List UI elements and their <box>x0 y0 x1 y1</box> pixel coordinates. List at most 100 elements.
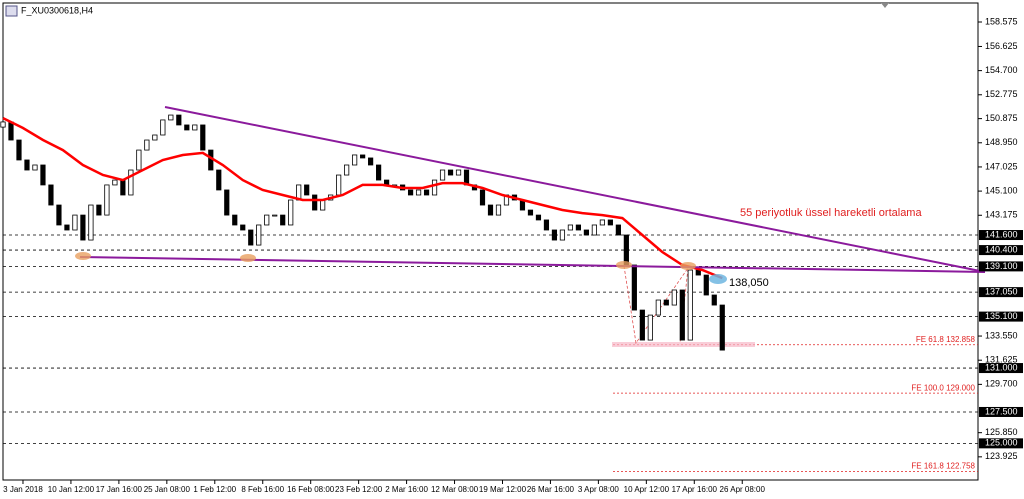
candle <box>304 184 310 196</box>
candle <box>615 224 621 236</box>
candle <box>192 124 198 131</box>
candle <box>16 139 22 161</box>
candle <box>248 229 254 246</box>
candle <box>112 179 118 186</box>
y-tick-label: 123.925 <box>985 451 1018 461</box>
candle <box>431 179 438 196</box>
candle <box>671 289 677 306</box>
candle <box>527 209 534 216</box>
candle <box>695 269 701 276</box>
level-label-box <box>979 311 1023 322</box>
candle <box>104 184 110 216</box>
candle <box>40 164 46 186</box>
candle <box>232 214 238 226</box>
candle <box>56 204 62 226</box>
candle <box>439 169 446 181</box>
annotation: 55 periyotluk üssel hareketli ortalama <box>740 207 922 219</box>
candle <box>655 299 661 316</box>
candle <box>663 299 669 306</box>
candle <box>551 229 558 241</box>
candle <box>687 269 693 341</box>
x-tick-label: 19 Mar 12:00 <box>479 485 527 494</box>
candle <box>711 294 717 306</box>
plot-frame <box>2 2 979 481</box>
level-label: 139.100 <box>985 261 1018 271</box>
level-label-box <box>979 363 1023 374</box>
candle <box>80 214 86 241</box>
level-label-box <box>979 438 1023 449</box>
candle <box>200 124 206 151</box>
y-tick-label: 158.575 <box>985 16 1018 26</box>
x-tick-label: 25 Jan 08:00 <box>144 485 191 494</box>
level-label: 135.100 <box>985 311 1018 321</box>
candle <box>352 154 358 166</box>
candle <box>679 289 685 341</box>
candle <box>224 189 230 216</box>
candle <box>719 304 725 351</box>
candle <box>72 214 78 231</box>
y-tick-label: 148.950 <box>985 137 1018 147</box>
candle <box>535 214 542 221</box>
candle <box>0 121 6 128</box>
marker <box>75 252 91 260</box>
candle <box>168 114 174 121</box>
candle <box>120 179 126 196</box>
candle <box>24 159 30 171</box>
marker <box>616 261 632 269</box>
ema-line <box>2 116 723 280</box>
candle <box>48 184 54 206</box>
candle <box>144 139 150 151</box>
candle <box>567 224 574 231</box>
candle <box>639 309 645 341</box>
scroll-marker <box>881 3 889 8</box>
candle <box>184 124 190 131</box>
candle <box>344 164 350 176</box>
y-tick-label: 145.100 <box>985 185 1018 195</box>
x-tick-label: 26 Apr 08:00 <box>720 485 766 494</box>
level-label-box <box>979 287 1023 298</box>
candle <box>368 157 374 166</box>
x-tick-label: 17 Jan 16:00 <box>96 485 143 494</box>
trend-line <box>164 106 986 273</box>
y-tick-label: 143.175 <box>985 210 1018 220</box>
candle <box>423 189 430 196</box>
x-tick-label: 3 Jan 2018 <box>3 485 43 494</box>
candles-layer <box>0 114 725 351</box>
candle <box>280 214 286 226</box>
y-tick-label: 156.625 <box>985 41 1018 51</box>
chart-title: F_XU0300618,H4 <box>21 5 93 15</box>
fe-label: FE 161.8 122.758 <box>911 462 975 471</box>
x-tick-label: 10 Jan 12:00 <box>48 485 95 494</box>
candle <box>415 189 422 196</box>
candle <box>583 229 589 236</box>
candle <box>599 219 605 226</box>
candle <box>136 149 142 171</box>
candle <box>288 199 294 226</box>
candle <box>152 134 158 141</box>
marker <box>709 274 727 284</box>
level-label: 137.050 <box>985 286 1018 296</box>
x-tick-label: 16 Feb 08:00 <box>287 485 335 494</box>
candle <box>607 219 613 226</box>
marker <box>680 262 696 270</box>
y-tick-label: 125.850 <box>985 427 1018 437</box>
y-tick-label: 152.775 <box>985 89 1018 99</box>
candle <box>447 169 454 176</box>
level-label-box <box>979 245 1023 256</box>
y-tick-label: 131.625 <box>985 355 1018 365</box>
level-label: 140.400 <box>985 244 1018 254</box>
candle <box>623 234 629 266</box>
fe-label: FE 100.0 129.000 <box>911 383 975 392</box>
y-tick-label: 150.875 <box>985 113 1018 123</box>
candle <box>360 154 366 159</box>
support-line <box>79 256 986 273</box>
fe-label: FE 61.8 132.858 <box>916 335 976 344</box>
candle <box>495 204 502 216</box>
candle <box>256 224 262 246</box>
x-tick-label: 3 Apr 08:00 <box>578 485 619 494</box>
candle <box>320 199 326 211</box>
x-tick-label: 10 Apr 12:00 <box>624 485 670 494</box>
candle <box>8 121 14 141</box>
level-label: 131.000 <box>985 362 1018 372</box>
